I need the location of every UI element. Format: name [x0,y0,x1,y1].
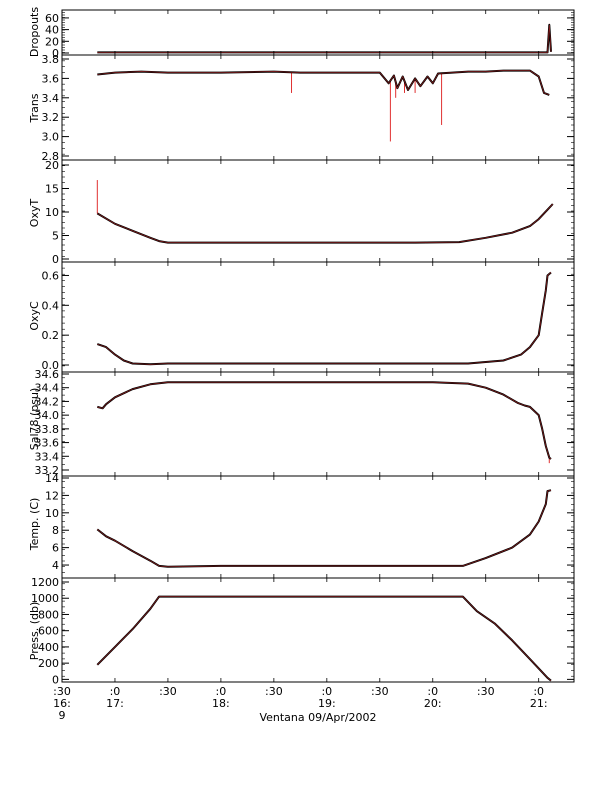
x-tick-label-minutes: :0 [216,685,227,698]
y-tick-label: 4 [52,559,59,572]
y-tick-label: 1200 [31,576,59,589]
y-tick-label: 8 [52,524,59,537]
y-tick-label: 34.4 [35,382,60,395]
y-tick-label: 10 [45,206,59,219]
series-raw-trace [97,489,552,568]
y-tick-label: 0.2 [42,329,60,342]
x-tick-label-minutes: :30 [53,685,71,698]
y-tick-label: 33.6 [35,437,60,450]
panel-4: 0.6 0.4 0.2 0.0 OxyC [28,261,575,373]
series-raw-trace [97,381,552,460]
y-tick-label: 40 [45,24,59,37]
x-tick-label-hour: 17: [106,697,124,710]
y-tick-label: 3.8 [42,53,60,66]
y-tick-label: 2.8 [42,150,60,163]
series-raw-trace [97,70,550,96]
x-axis-label: Ventana 09/Apr/2002 [259,711,376,724]
series-line [96,489,552,568]
x-tick-label-minutes: :0 [110,685,121,698]
y-tick-label: 400 [38,641,59,654]
y-tick-label: 20 [45,159,59,172]
series-line [97,381,552,460]
x-tick-label-minutes: :30 [159,685,177,698]
y-tick-label: 800 [38,608,59,621]
panels-group: 6040200Dropouts3.83.63.43.23.02.8Trans20… [28,7,575,686]
y-tick-label: 0.6 [42,269,60,282]
series-raw-trace [97,24,552,53]
x-tick-label-minutes: :0 [427,685,438,698]
panel-frame [61,475,575,579]
y-tick-label: 600 [38,625,59,638]
panel-3: 20 15 10 5 0 OxyT [28,159,575,266]
y-tick-label: 1000 [31,592,59,605]
y-tick-label: 10 [45,507,59,520]
y-tick-label: 12 [45,489,59,502]
panel-frame [61,9,575,56]
y-tick-label: 0.4 [42,299,60,312]
y-axis-label: Dropouts [28,7,41,57]
panel-5: 34.634.434.234.033.833.633.433.2 Sal78 (p… [28,368,575,477]
y-tick-label: 6 [52,542,59,555]
x-tick-label-minutes: :30 [477,685,495,698]
y-tick-label: 15 [45,183,59,196]
panel-frame [61,159,575,263]
x-tick-label-hour: 18: [212,697,230,710]
y-tick-label: 14 [45,472,59,485]
y-tick-label: 0 [52,47,59,60]
y-tick-label: 33.4 [35,450,60,463]
y-tick-label: 0 [52,253,59,266]
x-tick-label-minutes: :30 [371,685,389,698]
x-tick-label-hour: 20: [424,697,442,710]
y-axis-label: OxyC [28,301,41,331]
panel-2: 3.8 3.6 3.4 3.2 3.0 2.8 Trans [28,53,575,163]
y-tick-label: 3.0 [42,131,60,144]
x-tick-label-minutes: :30 [265,685,283,698]
x-tick-label-hour: 19: [318,697,336,710]
x-tick-label-hour: 16: [53,697,71,710]
panel-frame [61,261,575,373]
y-tick-label: 3.6 [42,72,60,85]
x-axis: :3016:9:017::30:018::30:019::30:020::30:… [53,10,548,722]
y-tick-label: 33.2 [35,464,60,477]
y-tick-label: 200 [38,657,59,670]
x-tick-label-minutes: :0 [321,685,332,698]
y-tick-label: 20 [45,35,59,48]
y-tick-label: 34.2 [35,395,60,408]
y-axis-label: Sal78 (psu) [28,388,41,451]
panel-6: 14 12 10 8 6 4 Temp. (C) [28,472,575,579]
panel-7: 1200 1000 800 600 400 200 0 Press. (db) [28,576,575,686]
y-tick-label: 60 [45,12,59,25]
series-line [96,203,554,244]
y-axis-label: Trans [28,93,41,123]
series-line [97,23,552,54]
series-line [96,595,552,682]
series-line [97,69,550,96]
x-tick-label-minutes: :0 [533,685,544,698]
x-tick-label-extra: 9 [59,709,66,722]
y-axis-label: Temp. (C) [28,498,41,552]
series-raw-trace [97,596,552,681]
x-tick-label-hour: 21: [530,697,548,710]
panel-frame [61,577,575,683]
y-tick-label: 0.0 [42,359,60,372]
y-tick-label: 33.8 [35,423,60,436]
y-tick-label: 5 [52,230,59,243]
series-raw-trace [97,203,554,243]
series-line [96,271,552,366]
y-tick-label: 3.4 [42,92,60,105]
y-axis-label: Press. (db) [28,602,41,661]
y-tick-label: 34.6 [35,368,60,381]
series-raw-trace [97,272,552,365]
y-tick-label: 34.0 [35,409,60,422]
y-axis-label: OxyT [28,199,41,228]
y-tick-label: 0 [52,673,59,686]
y-tick-label: 3.2 [42,111,60,124]
